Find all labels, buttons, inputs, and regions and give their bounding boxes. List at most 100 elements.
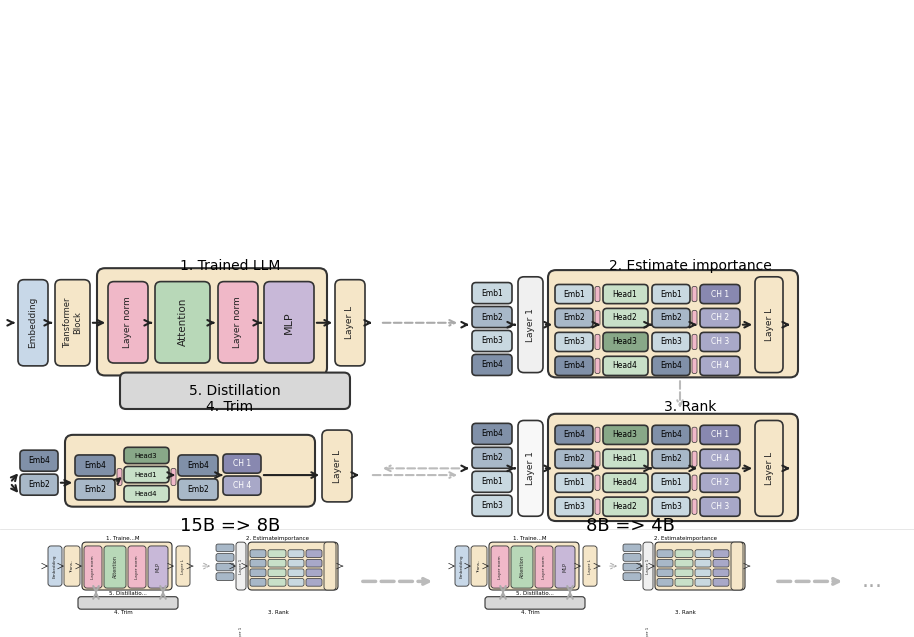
FancyBboxPatch shape [287, 636, 302, 637]
FancyBboxPatch shape [216, 554, 234, 561]
Text: Emb1: Emb1 [660, 290, 682, 299]
FancyBboxPatch shape [267, 627, 285, 634]
FancyBboxPatch shape [75, 479, 115, 500]
FancyBboxPatch shape [178, 479, 218, 500]
Text: Attention: Attention [112, 555, 118, 578]
FancyBboxPatch shape [595, 499, 600, 514]
Text: Attention: Attention [177, 298, 187, 347]
FancyBboxPatch shape [48, 628, 64, 636]
FancyBboxPatch shape [97, 268, 327, 375]
FancyBboxPatch shape [652, 449, 690, 468]
FancyBboxPatch shape [755, 277, 783, 373]
FancyBboxPatch shape [267, 619, 285, 626]
Text: Emb2: Emb2 [84, 485, 106, 494]
FancyBboxPatch shape [250, 578, 266, 586]
Text: 2. Estimateimportance: 2. Estimateimportance [247, 536, 310, 541]
FancyBboxPatch shape [657, 550, 673, 557]
FancyBboxPatch shape [692, 475, 697, 490]
FancyBboxPatch shape [75, 455, 115, 476]
Text: CH 1: CH 1 [233, 459, 251, 468]
FancyBboxPatch shape [694, 619, 709, 626]
FancyBboxPatch shape [595, 427, 600, 443]
Text: Embedding: Embedding [28, 297, 37, 348]
Text: 3. Rank: 3. Rank [268, 610, 289, 615]
Text: Emb3: Emb3 [660, 502, 682, 511]
FancyBboxPatch shape [20, 474, 58, 495]
FancyBboxPatch shape [236, 542, 246, 590]
FancyBboxPatch shape [595, 451, 600, 466]
FancyBboxPatch shape [555, 308, 593, 327]
FancyBboxPatch shape [548, 270, 798, 377]
FancyBboxPatch shape [623, 554, 641, 561]
FancyBboxPatch shape [674, 636, 692, 637]
FancyBboxPatch shape [695, 559, 711, 567]
FancyBboxPatch shape [268, 550, 286, 557]
Text: Emb4: Emb4 [563, 361, 585, 370]
FancyBboxPatch shape [472, 424, 512, 445]
FancyBboxPatch shape [18, 280, 48, 366]
Text: Layer norm: Layer norm [123, 296, 133, 348]
FancyBboxPatch shape [692, 287, 697, 302]
FancyBboxPatch shape [472, 495, 512, 516]
FancyBboxPatch shape [117, 468, 122, 485]
FancyBboxPatch shape [711, 627, 727, 634]
Text: Transformer
Block: Transformer Block [63, 297, 82, 348]
Text: Trans..: Trans.. [70, 559, 74, 573]
FancyBboxPatch shape [657, 559, 673, 567]
FancyBboxPatch shape [489, 542, 579, 590]
FancyBboxPatch shape [322, 430, 352, 502]
FancyBboxPatch shape [675, 559, 693, 567]
FancyBboxPatch shape [485, 597, 585, 609]
FancyBboxPatch shape [700, 356, 740, 375]
FancyBboxPatch shape [264, 282, 314, 363]
FancyBboxPatch shape [700, 333, 740, 352]
FancyBboxPatch shape [304, 619, 320, 626]
FancyBboxPatch shape [555, 426, 593, 445]
Text: Layer norm: Layer norm [542, 555, 546, 579]
Text: Head3: Head3 [612, 338, 637, 347]
Text: Embedding: Embedding [53, 554, 57, 578]
FancyBboxPatch shape [216, 563, 234, 571]
Text: CH 3: CH 3 [711, 338, 729, 347]
Text: CH 2: CH 2 [711, 478, 729, 487]
FancyBboxPatch shape [306, 578, 322, 586]
FancyBboxPatch shape [655, 542, 745, 590]
Text: Head1: Head1 [134, 472, 157, 478]
FancyBboxPatch shape [250, 550, 266, 557]
FancyBboxPatch shape [713, 578, 729, 586]
FancyBboxPatch shape [711, 619, 727, 626]
FancyBboxPatch shape [250, 627, 265, 634]
FancyBboxPatch shape [652, 356, 690, 375]
Text: MLP: MLP [284, 311, 294, 334]
Text: Head1: Head1 [612, 454, 637, 463]
Text: CH 1: CH 1 [711, 431, 729, 440]
FancyBboxPatch shape [335, 280, 365, 366]
Text: Head1: Head1 [612, 290, 637, 299]
Text: Attention: Attention [519, 555, 525, 578]
FancyBboxPatch shape [216, 620, 234, 628]
Text: Layer L: Layer L [588, 559, 592, 573]
FancyBboxPatch shape [216, 544, 234, 552]
FancyBboxPatch shape [700, 285, 740, 304]
Text: Head3: Head3 [612, 431, 637, 440]
FancyBboxPatch shape [306, 550, 322, 557]
FancyBboxPatch shape [248, 542, 338, 590]
Text: Emb2: Emb2 [660, 313, 682, 322]
Text: 1. Trained LLM: 1. Trained LLM [180, 259, 281, 273]
FancyBboxPatch shape [183, 615, 195, 637]
Text: Layer L: Layer L [333, 450, 342, 483]
Text: Head4: Head4 [612, 361, 637, 370]
Text: Layer 1: Layer 1 [239, 559, 243, 574]
FancyBboxPatch shape [652, 473, 690, 492]
FancyBboxPatch shape [288, 550, 304, 557]
Text: 5. Distillatio...: 5. Distillatio... [109, 590, 147, 596]
Text: MLP: MLP [155, 562, 161, 572]
FancyBboxPatch shape [555, 497, 593, 516]
Text: Emb2: Emb2 [563, 454, 585, 463]
FancyBboxPatch shape [472, 306, 512, 327]
Text: Head3: Head3 [134, 453, 157, 459]
Text: Emb4: Emb4 [84, 461, 106, 470]
Text: 5. Distillation: 5. Distillation [189, 383, 281, 397]
Text: Emb1: Emb1 [481, 289, 503, 297]
FancyBboxPatch shape [700, 449, 740, 468]
